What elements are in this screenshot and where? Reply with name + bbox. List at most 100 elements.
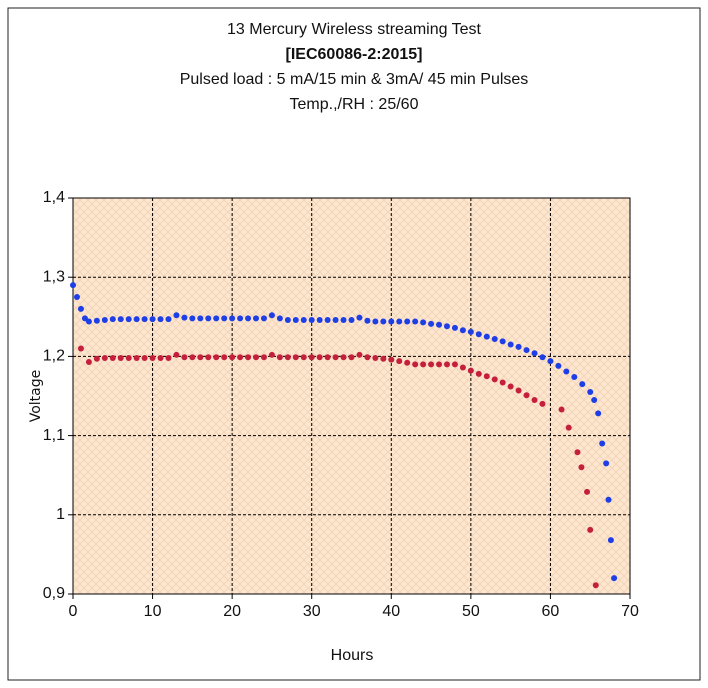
data-point [340,316,347,323]
data-point [229,315,236,322]
data-point [611,575,618,582]
data-point [260,354,267,361]
y-tick-label: 1,4 [43,189,65,206]
data-point [475,331,482,338]
data-point [475,370,482,377]
data-point [316,316,323,323]
data-point [268,351,275,358]
data-point [436,361,443,368]
data-point [213,315,220,322]
data-point [77,345,84,352]
data-point [157,354,164,361]
data-point [77,305,84,312]
data-point [101,354,108,361]
data-point [539,400,546,407]
data-point [356,351,363,358]
data-point [539,354,546,361]
data-point [563,368,570,375]
data-point [451,361,458,368]
data-point [133,354,140,361]
x-tick-label: 50 [462,603,480,620]
data-point [332,316,339,323]
data-point [101,316,108,323]
data-point [284,354,291,361]
x-tick-label: 20 [223,603,241,620]
y-tick-label: 0,9 [43,585,65,602]
y-tick-label: 1,2 [43,348,65,365]
data-point [149,316,156,323]
data-point [499,338,506,345]
data-point [70,282,76,289]
data-point [117,354,124,361]
chart-title: 13 Mercury Wireless streaming Test [227,21,482,38]
data-point [117,316,124,323]
data-point [253,354,260,361]
data-point [558,406,565,413]
data-point [157,316,164,323]
data-point [605,496,612,503]
data-point [574,449,581,456]
x-tick-label: 10 [144,603,162,620]
data-point [547,358,554,365]
data-point [316,354,323,361]
data-point [260,315,267,322]
data-point [181,314,188,321]
y-axis-label: Voltage [28,370,44,423]
data-point [607,537,614,544]
data-point [340,354,347,361]
data-point [507,383,514,390]
data-point [443,361,450,368]
data-point [571,373,578,380]
data-point [85,318,92,325]
data-point [515,343,522,350]
data-point [507,341,514,348]
data-point [364,354,371,361]
data-point [356,314,363,321]
data-point [237,354,244,361]
data-point [93,355,100,362]
data-point [300,354,307,361]
data-point [221,354,228,361]
data-point [388,356,395,363]
data-point [324,354,331,361]
data-point [268,312,275,319]
data-point [436,321,443,328]
data-point [141,354,148,361]
data-point [491,335,498,342]
data-point [515,387,522,394]
data-point [587,526,594,533]
data-point [467,367,474,374]
data-point [483,373,490,380]
data-point [221,315,228,322]
data-point [205,354,212,361]
x-tick-label: 40 [382,603,400,620]
data-point [412,318,419,325]
data-point [592,582,599,589]
data-point [173,312,180,319]
data-point [181,354,188,361]
data-point [173,351,180,358]
data-point [229,354,236,361]
data-point [205,315,212,322]
data-point [253,315,260,322]
data-point [324,316,331,323]
data-point [420,361,427,368]
data-point [584,488,591,495]
data-point [491,376,498,383]
data-point [308,316,315,323]
data-point [93,317,100,324]
data-point [428,320,435,327]
data-point [197,354,204,361]
data-point [276,315,283,322]
data-point [149,354,156,361]
data-point [73,294,80,300]
data-point [213,354,220,361]
data-point [237,315,244,322]
data-point [245,354,252,361]
data-point [165,316,172,323]
data-point [189,315,196,322]
chart-subtitle: Temp.,/RH : 25/60 [290,96,419,113]
data-point [587,389,594,396]
